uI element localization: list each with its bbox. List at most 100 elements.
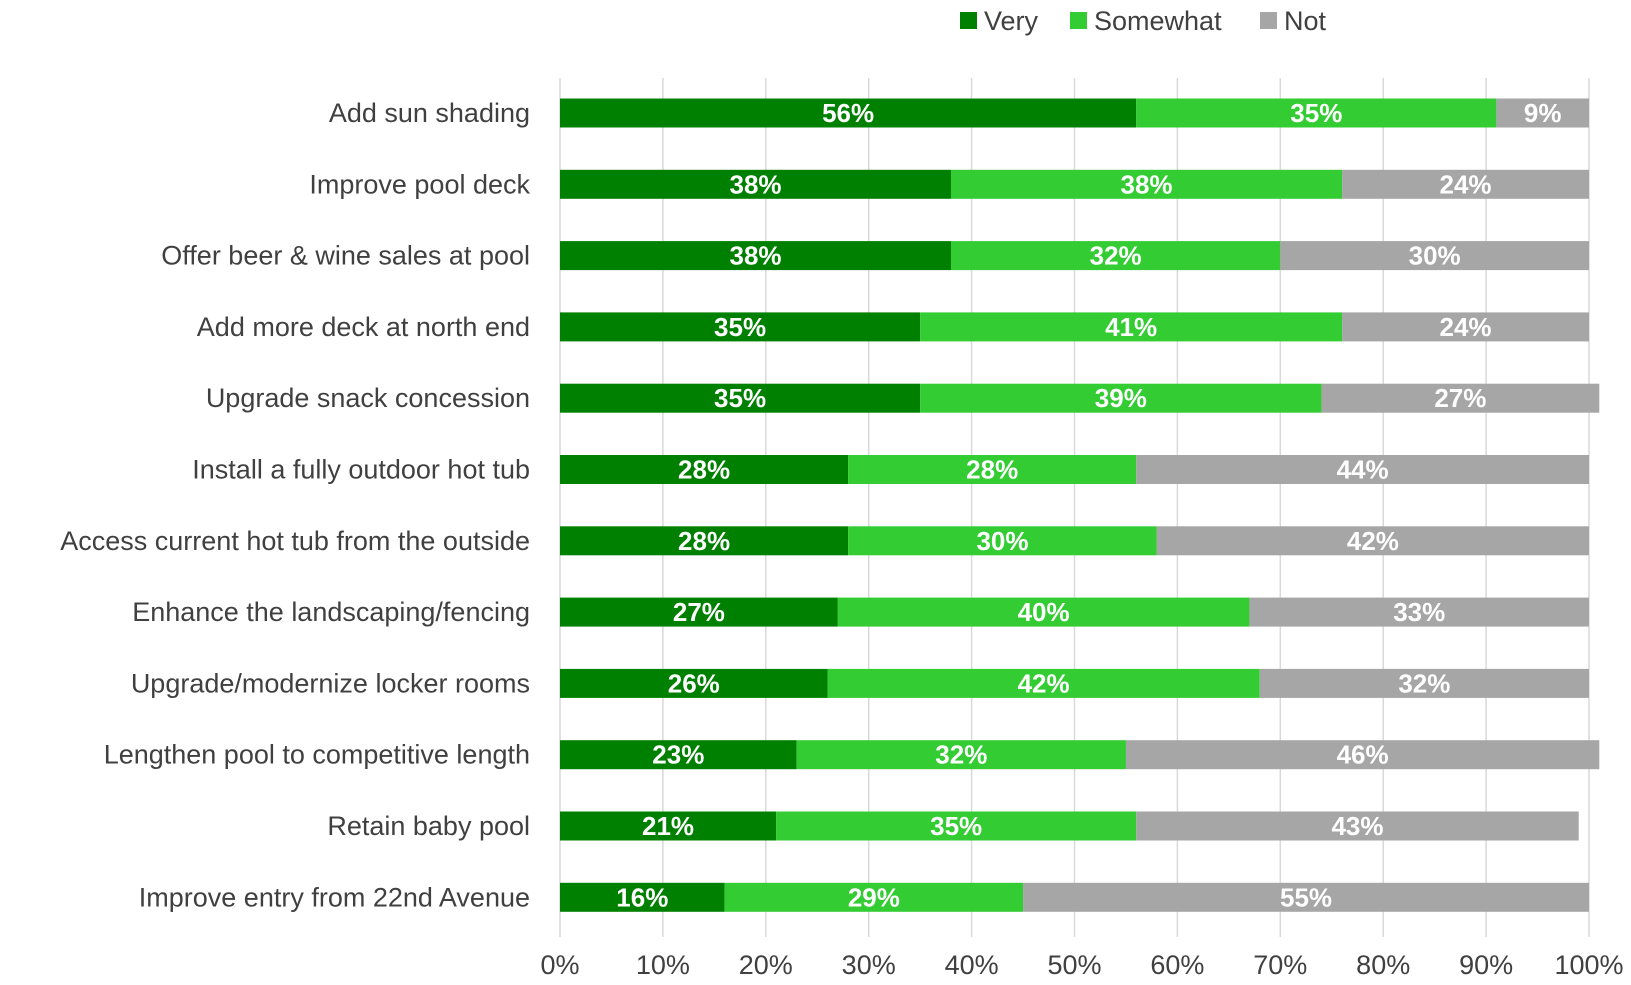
data-label: 28% xyxy=(966,455,1018,485)
x-tick-label: 70% xyxy=(1253,950,1307,980)
bar-segment-not xyxy=(1249,597,1589,627)
data-label: 56% xyxy=(822,98,874,128)
bar-segment-not xyxy=(1496,98,1589,128)
data-label: 27% xyxy=(673,597,725,627)
bar-segment-not xyxy=(1136,455,1589,484)
data-label: 38% xyxy=(729,169,781,199)
bar-segment-not xyxy=(1321,383,1600,413)
bar-segment-not xyxy=(1280,241,1589,271)
x-tick-label: 50% xyxy=(1047,950,1101,980)
bar-segment-somewhat xyxy=(920,383,1322,413)
bar-segment-very xyxy=(560,241,952,271)
bar-segment-somewhat xyxy=(796,740,1126,770)
data-label: 29% xyxy=(848,882,900,912)
data-label: 26% xyxy=(668,668,720,698)
bar-segment-very xyxy=(560,312,921,342)
bar-segment-somewhat xyxy=(951,169,1343,199)
x-tick-label: 60% xyxy=(1150,950,1204,980)
bars: 56% 35% 9% 38% 38% 24% 38% 32% 30% 35% 41% 24% 35% 39… xyxy=(560,98,1600,912)
data-label: 38% xyxy=(1121,169,1173,199)
data-label: 38% xyxy=(729,241,781,271)
data-label: 27% xyxy=(1434,383,1486,413)
bar-segment-somewhat xyxy=(827,668,1260,698)
legend-label: Not xyxy=(1284,6,1327,36)
data-label: 35% xyxy=(1290,98,1342,128)
bar-segment-very xyxy=(560,811,777,841)
x-tick-label: 0% xyxy=(540,950,579,980)
bar-segment-somewhat xyxy=(837,597,1250,627)
bar-segment-very xyxy=(560,668,828,698)
bar-segment-somewhat xyxy=(920,312,1343,342)
bar-segment-somewhat xyxy=(776,811,1137,841)
bar-segment-somewhat xyxy=(848,455,1137,484)
bar-segment-somewhat xyxy=(848,526,1157,556)
bar-segment-very xyxy=(560,740,797,770)
category-label: Lengthen pool to competitive length xyxy=(104,740,530,770)
data-label: 41% xyxy=(1105,312,1157,342)
data-label: 24% xyxy=(1439,169,1491,199)
category-label: Install a fully outdoor hot tub xyxy=(192,455,530,485)
x-tick-label: 100% xyxy=(1554,950,1623,980)
data-label: 35% xyxy=(714,383,766,413)
legend-swatch xyxy=(1260,12,1277,29)
data-label: 35% xyxy=(930,811,982,841)
data-label: 23% xyxy=(652,740,704,770)
bar-segment-not xyxy=(1259,668,1589,698)
x-tick-label: 30% xyxy=(842,950,896,980)
data-label: 44% xyxy=(1337,455,1389,485)
data-label: 30% xyxy=(1409,241,1461,271)
bar-segment-not xyxy=(1342,169,1589,199)
x-tick-label: 90% xyxy=(1459,950,1513,980)
bar-segment-very xyxy=(560,383,921,413)
bar-segment-not xyxy=(1023,882,1589,912)
bar-segment-very xyxy=(560,526,849,556)
bar-segment-somewhat xyxy=(1136,98,1497,128)
data-label: 32% xyxy=(1398,668,1450,698)
x-tick-label: 40% xyxy=(945,950,999,980)
bar-segment-not xyxy=(1156,526,1589,556)
data-label: 30% xyxy=(976,526,1028,556)
gridlines xyxy=(559,78,1590,937)
data-label: 9% xyxy=(1524,98,1562,128)
category-label: Add more deck at north end xyxy=(197,312,530,342)
category-label: Upgrade snack concession xyxy=(206,383,530,413)
data-label: 42% xyxy=(1347,526,1399,556)
data-label: 43% xyxy=(1331,811,1383,841)
bar-segment-somewhat xyxy=(724,882,1024,912)
bar-segment-very xyxy=(560,597,838,627)
legend: Very Somewhat Not xyxy=(960,6,1327,36)
bar-segment-very xyxy=(560,98,1137,128)
x-tick-label: 20% xyxy=(739,950,793,980)
bar-segment-not xyxy=(1125,740,1600,770)
data-label: 32% xyxy=(1090,241,1142,271)
data-label: 16% xyxy=(616,882,668,912)
data-label: 21% xyxy=(642,811,694,841)
legend-swatch xyxy=(1070,12,1087,29)
legend-label: Very xyxy=(984,6,1039,36)
category-label: Add sun shading xyxy=(329,98,530,128)
category-label: Improve pool deck xyxy=(309,169,530,199)
category-label: Retain baby pool xyxy=(327,811,530,841)
bar-segment-not xyxy=(1342,312,1589,342)
category-label: Access current hot tub from the outside xyxy=(60,526,530,556)
category-labels: Add sun shading Improve pool deck Offer be… xyxy=(60,98,530,912)
data-label: 46% xyxy=(1337,740,1389,770)
category-label: Offer beer & wine sales at pool xyxy=(161,241,530,271)
data-label: 55% xyxy=(1280,882,1332,912)
category-label: Upgrade/modernize locker rooms xyxy=(131,668,530,698)
bar-segment-very xyxy=(560,882,725,912)
data-label: 42% xyxy=(1018,668,1070,698)
data-label: 24% xyxy=(1439,312,1491,342)
legend-label: Somewhat xyxy=(1094,6,1222,36)
legend-swatch xyxy=(960,12,977,29)
data-label: 39% xyxy=(1095,383,1147,413)
bar-segment-not xyxy=(1136,811,1579,841)
bar-segment-very xyxy=(560,169,952,199)
category-label: Enhance the landscaping/fencing xyxy=(132,597,530,627)
data-label: 28% xyxy=(678,455,730,485)
x-axis-ticks: 0% 10% 20% 30% 40% 50% 60% 70% 80% 90% 100% xyxy=(540,950,1623,980)
data-label: 33% xyxy=(1393,597,1445,627)
category-label: Improve entry from 22nd Avenue xyxy=(139,882,530,912)
data-label: 40% xyxy=(1018,597,1070,627)
